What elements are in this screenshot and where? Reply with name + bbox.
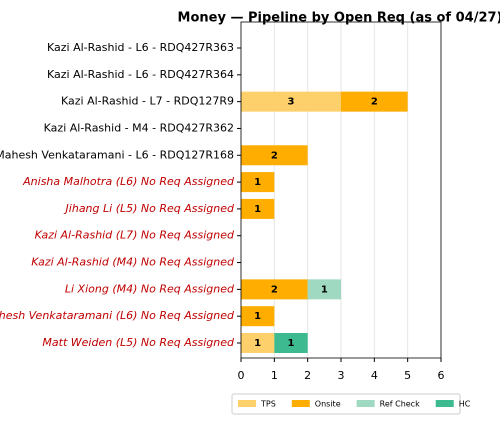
bar-label: 1 <box>254 311 261 322</box>
bar <box>241 333 275 353</box>
y-tick-label: Kazi Al-Rashid - L7 - RDQ127R9 <box>61 95 234 108</box>
bar <box>241 198 275 219</box>
legend-label: Onsite <box>315 400 341 409</box>
legend: TPS Onsite Ref Check HC <box>231 393 471 415</box>
x-tick-label: 4 <box>371 369 378 382</box>
x-tick-label: 5 <box>404 369 411 382</box>
bar <box>341 91 408 112</box>
y-tick-label: Kazi Al-Rashid (L7) No Req Assigned <box>35 229 235 242</box>
bar-label: 1 <box>254 338 261 349</box>
bar-label: 1 <box>254 177 261 188</box>
y-tick-label: Mahesh Venkataramani (L6) No Req Assigne… <box>0 309 235 322</box>
legend-label: Ref Check <box>380 400 420 409</box>
bar <box>307 279 341 300</box>
legend-label: HC <box>459 400 471 409</box>
x-tick-label: 0 <box>238 369 245 382</box>
x-tick-label: 2 <box>304 369 311 382</box>
x-tick-label: 3 <box>338 369 345 382</box>
y-tick-label: Kazi Al-Rashid - L6 - RDQ427R364 <box>47 68 234 81</box>
bar-label: 2 <box>271 150 278 161</box>
chart-title: Money — Pipeline by Open Req (as of 04/2… <box>178 11 500 26</box>
y-tick-label: Kazi Al-Rashid - M4 - RDQ427R362 <box>44 121 234 134</box>
x-tick-label: 1 <box>271 369 278 382</box>
legend-swatch <box>291 400 310 407</box>
y-tick-label: Anisha Malhotra (L6) No Req Assigned <box>22 175 235 188</box>
bar <box>241 145 308 166</box>
bar-label: 2 <box>271 284 278 295</box>
bar-label: 3 <box>288 97 295 108</box>
bar <box>274 333 308 353</box>
legend-swatch <box>435 400 454 407</box>
bar <box>241 172 275 193</box>
bar-label: 2 <box>371 97 378 108</box>
bar-label: 1 <box>321 284 328 295</box>
plot-frame <box>240 21 442 359</box>
bar <box>241 91 341 112</box>
bar <box>241 306 275 327</box>
x-tick-label: 6 <box>438 369 445 382</box>
y-tick-label: Mahesh Venkataramani - L6 - RDQ127R168 <box>0 148 234 161</box>
legend-label: TPS <box>260 400 276 409</box>
legend-swatch <box>238 400 256 407</box>
bar-label: 1 <box>288 338 295 349</box>
legend-box <box>231 393 461 415</box>
y-tick-label: Jihang Li (L5) No Req Assigned <box>64 202 235 215</box>
y-tick-label: Matt Weiden (L5) No Req Assigned <box>42 336 235 349</box>
y-tick-label: Kazi Al-Rashid - L6 - RDQ427R363 <box>47 41 234 54</box>
y-tick-label: Li Xiong (M4) No Req Assigned <box>65 282 235 295</box>
legend-swatch <box>356 400 375 407</box>
bar-label: 1 <box>254 204 261 215</box>
y-tick-label: Kazi Al-Rashid (M4) No Req Assigned <box>31 256 235 269</box>
bar <box>241 279 308 300</box>
